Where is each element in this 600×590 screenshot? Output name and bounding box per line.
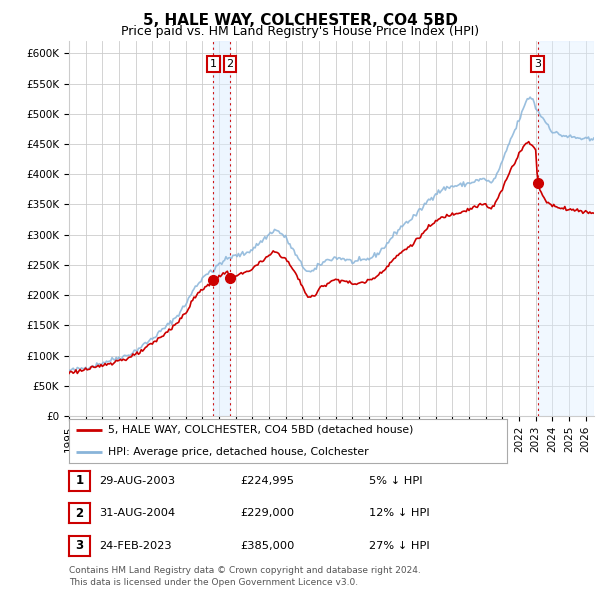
Text: 27% ↓ HPI: 27% ↓ HPI: [369, 541, 430, 550]
Text: 12% ↓ HPI: 12% ↓ HPI: [369, 509, 430, 518]
Text: 3: 3: [534, 59, 541, 69]
Text: 2: 2: [226, 59, 233, 69]
Text: 1: 1: [76, 474, 83, 487]
Text: Contains HM Land Registry data © Crown copyright and database right 2024.
This d: Contains HM Land Registry data © Crown c…: [69, 566, 421, 587]
Text: 3: 3: [76, 539, 83, 552]
Bar: [538, 41, 594, 416]
Text: £229,000: £229,000: [240, 509, 294, 518]
Text: 5, HALE WAY, COLCHESTER, CO4 5BD (detached house): 5, HALE WAY, COLCHESTER, CO4 5BD (detach…: [109, 425, 414, 435]
Text: 2: 2: [76, 507, 83, 520]
Text: 1: 1: [210, 59, 217, 69]
Text: 24-FEB-2023: 24-FEB-2023: [99, 541, 172, 550]
Bar: [538, 41, 594, 416]
Text: £385,000: £385,000: [240, 541, 295, 550]
Text: 5, HALE WAY, COLCHESTER, CO4 5BD: 5, HALE WAY, COLCHESTER, CO4 5BD: [143, 13, 457, 28]
Text: 29-AUG-2003: 29-AUG-2003: [99, 476, 175, 486]
Text: 31-AUG-2004: 31-AUG-2004: [99, 509, 175, 518]
Text: £224,995: £224,995: [240, 476, 294, 486]
Text: Price paid vs. HM Land Registry's House Price Index (HPI): Price paid vs. HM Land Registry's House …: [121, 25, 479, 38]
Text: 5% ↓ HPI: 5% ↓ HPI: [369, 476, 422, 486]
Bar: [214, 41, 230, 416]
Text: HPI: Average price, detached house, Colchester: HPI: Average price, detached house, Colc…: [109, 447, 369, 457]
